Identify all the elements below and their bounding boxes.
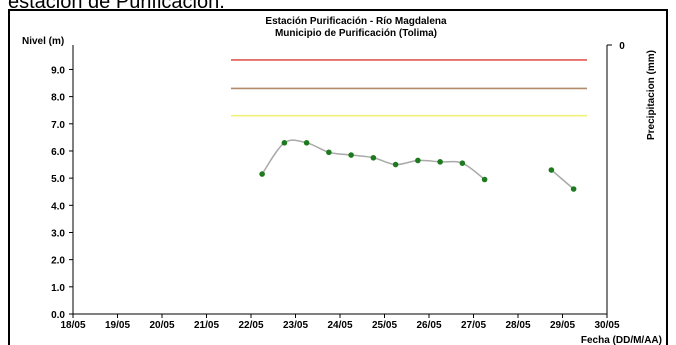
x-tick-label: 30/05: [594, 320, 619, 331]
x-tick-label: 25/05: [372, 320, 397, 331]
y-tick-label: 9.0: [51, 65, 65, 76]
y-tick-label: 4.0: [51, 201, 65, 212]
data-point: [459, 160, 466, 166]
data-point: [370, 154, 377, 161]
data-point: [303, 140, 310, 146]
series-group: [259, 139, 577, 192]
y2-axis-label: Precipitacion (mm): [646, 50, 657, 140]
x-tick-label: 26/05: [416, 320, 441, 331]
data-point: [281, 140, 288, 146]
data-point: [437, 159, 443, 165]
y-tick-label: 7.0: [51, 120, 65, 131]
y-tick-label: 1.0: [51, 283, 65, 294]
y-tick-label: 6.0: [51, 147, 65, 158]
x-tick-label: 27/05: [461, 320, 486, 331]
x-tick-label: 23/05: [283, 320, 308, 331]
y-tick-label: 3.0: [51, 228, 65, 239]
x-tick-label: 28/05: [505, 320, 530, 331]
y2-tick-label: 0: [619, 41, 625, 52]
series-line: [550, 169, 575, 190]
y-tick-label: 2.0: [51, 256, 65, 267]
chart-subtitle: Municipio de Purificación (Tolima): [275, 28, 437, 39]
data-point: [548, 167, 555, 173]
x-tick-label: 24/05: [327, 320, 352, 331]
chart-title: Estación Purificación - Río Magdalena: [265, 16, 447, 27]
axes: [69, 44, 612, 318]
data-point: [348, 152, 354, 158]
tick-labels: 0.0 1.0 2.0 3.0 4.0 5.0 6.0 7.0 8.0 9.0 18/05 19/05…: [51, 65, 620, 331]
chart-frame: [8, 9, 668, 345]
data-point: [259, 171, 265, 177]
data-point: [481, 176, 488, 183]
y-axis-label: Nivel (m): [22, 36, 64, 47]
x-tick-label: 22/05: [238, 320, 263, 331]
x-tick-label: 20/05: [149, 320, 174, 331]
x-tick-label: 21/05: [194, 320, 219, 331]
x-axis-label: Fecha (DD/M/AA): [581, 335, 662, 345]
data-point: [326, 149, 332, 156]
data-point: [570, 186, 577, 192]
data-point: [415, 157, 421, 164]
x-tick-label: 19/05: [105, 320, 130, 331]
x-tick-label: 29/05: [550, 320, 575, 331]
y-tick-label: 8.0: [51, 93, 65, 104]
y-tick-label: 5.0: [51, 174, 65, 185]
data-point: [392, 161, 399, 168]
x-tick-label: 18/05: [60, 320, 85, 331]
y-tick-label: 0.0: [51, 310, 65, 321]
threshold-lines: [230, 59, 587, 117]
